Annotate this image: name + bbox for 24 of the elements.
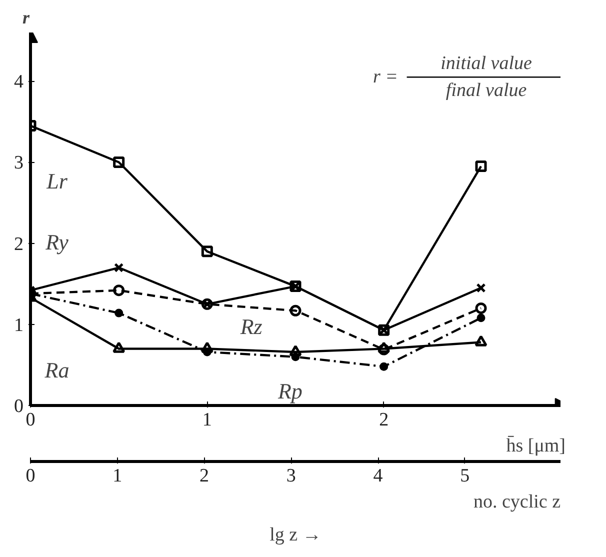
x-tick-label: 2	[379, 410, 389, 430]
x2-axis-title: no. cyclic z	[473, 492, 561, 512]
text: lg z →	[270, 524, 322, 546]
x2-tick-label: 2	[200, 466, 210, 486]
y-tick-label: 1	[14, 314, 24, 336]
y-tick-label: 3	[14, 152, 24, 174]
y-tick-label: 2	[14, 234, 24, 255]
series-label: Rz	[239, 314, 263, 339]
series-label: Lr	[46, 168, 68, 194]
x-tick-label: 1	[202, 410, 212, 430]
y-tick-label: 0	[14, 396, 24, 417]
series-label: Ra	[44, 357, 70, 382]
x2-tick-label: 3	[286, 466, 296, 486]
series-label: Ry	[44, 230, 69, 255]
annotation: initial value	[440, 53, 532, 74]
x2-tick-label: 5	[460, 466, 470, 486]
x2-tick-label: 4	[373, 466, 384, 486]
series-label: Rp	[276, 378, 302, 404]
x-axis-title: h̄s [μm]	[506, 435, 566, 456]
x2-tick-label: 1	[112, 466, 122, 486]
annotation: r =	[373, 66, 398, 88]
annotation: final value	[446, 80, 527, 102]
y-tick-label: 4	[14, 72, 24, 93]
y-axis-title: r	[22, 8, 30, 28]
